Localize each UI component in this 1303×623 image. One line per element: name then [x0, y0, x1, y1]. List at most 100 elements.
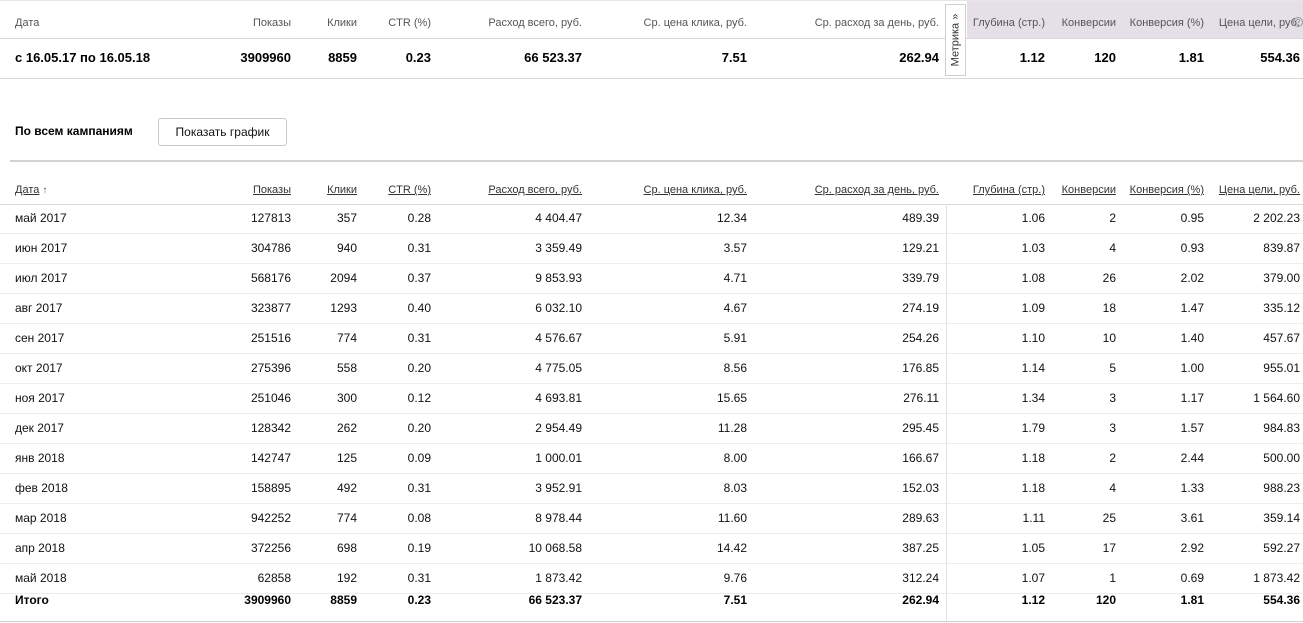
- detail-table-top-divider: [10, 160, 1303, 162]
- cell-goal-price: 379.00: [1263, 271, 1300, 285]
- cell-clicks: 558: [336, 361, 357, 375]
- cell-ctr: 0.09: [407, 451, 431, 465]
- cell-daily: 289.63: [902, 511, 939, 525]
- cell-spend: 8 978.44: [535, 511, 582, 525]
- summary-header-row: Дата Показы Клики CTR (%) Расход всего, …: [0, 0, 1303, 39]
- detail-header-depth[interactable]: Глубина (стр.): [972, 184, 1045, 196]
- cell-clicks: 2094: [330, 271, 357, 285]
- cell-daily: 276.11: [903, 391, 939, 405]
- metrika-toggle-tab[interactable]: Метрика »: [945, 4, 966, 76]
- detail-header-cpc[interactable]: Ср. цена клика, руб.: [643, 184, 747, 196]
- cell-goal-price: 359.14: [1263, 511, 1300, 525]
- cell-conversions: 5: [1109, 361, 1116, 375]
- cell-date: июл 2017: [15, 271, 68, 285]
- cell-spend: 4 693.81: [535, 391, 582, 405]
- cell-clicks: 492: [336, 481, 357, 495]
- question-icon[interactable]: ?: [1293, 17, 1303, 27]
- table-row: ноя 2017 251046 300 0.12 4 693.81 15.65 276.11…: [0, 384, 1303, 414]
- cell-date: апр 2018: [15, 541, 65, 555]
- summary-goal-price: 554.36: [1260, 50, 1300, 65]
- cell-spend: 1 000.01: [535, 451, 582, 465]
- cell-cpc: 5.91: [723, 331, 747, 345]
- cell-clicks: 125: [336, 451, 357, 465]
- summary-clicks: 8859: [328, 50, 357, 65]
- cell-ctr: 0.20: [407, 361, 431, 375]
- detail-header-impressions[interactable]: Показы: [252, 184, 291, 196]
- cell-conversions: 2: [1109, 451, 1116, 465]
- summary-daily: 262.94: [899, 50, 939, 65]
- cell-conversions: 17: [1102, 541, 1116, 555]
- cell-cpc: 4.67: [723, 301, 747, 315]
- summary-header-daily: Ср. расход за день, руб.: [814, 17, 939, 29]
- cell-impressions: 568176: [250, 271, 291, 285]
- total-impressions: 3909960: [244, 593, 291, 607]
- cell-cpc: 8.56: [723, 361, 747, 375]
- cell-impressions: 942252: [250, 511, 291, 525]
- detail-header-conv-rate[interactable]: Конверсия (%): [1129, 184, 1204, 196]
- cell-goal-price: 592.27: [1263, 541, 1300, 555]
- cell-impressions: 275396: [250, 361, 291, 375]
- cell-spend: 3 952.91: [535, 481, 582, 495]
- summary-cpc: 7.51: [721, 50, 747, 65]
- cell-goal-price: 988.23: [1263, 481, 1300, 495]
- cell-date: фев 2018: [15, 481, 68, 495]
- cell-depth: 1.11: [1022, 511, 1045, 525]
- cell-goal-price: 984.83: [1263, 421, 1300, 435]
- cell-cpc: 14.42: [716, 541, 747, 555]
- cell-depth: 1.06: [1021, 211, 1045, 225]
- cell-spend: 9 853.93: [535, 271, 582, 285]
- cell-conversions: 18: [1102, 301, 1116, 315]
- cell-ctr: 0.31: [407, 331, 431, 345]
- summary-conv-rate: 1.81: [1178, 50, 1204, 65]
- cell-conversions: 25: [1102, 511, 1116, 525]
- detail-header-conversions[interactable]: Конверсии: [1061, 184, 1116, 196]
- detail-header-spend[interactable]: Расход всего, руб.: [488, 184, 582, 196]
- total-spend: 66 523.37: [528, 593, 582, 607]
- cell-goal-price: 457.67: [1263, 331, 1300, 345]
- cell-date: мар 2018: [15, 511, 67, 525]
- table-row: мар 2018 942252 774 0.08 8 978.44 11.60 289.63…: [0, 504, 1303, 534]
- summary-header-conv-rate: Конверсия (%): [1129, 17, 1204, 29]
- summary-header-impressions: Показы: [252, 17, 291, 29]
- cell-spend: 2 954.49: [535, 421, 582, 435]
- total-row: Итого 3909960 8859 0.23 66 523.37 7.51 2…: [0, 582, 1303, 622]
- detail-header-date[interactable]: Дата ↑: [15, 162, 47, 219]
- cell-conversions: 3: [1109, 391, 1116, 405]
- summary-impressions: 3909960: [240, 50, 291, 65]
- detail-header-ctr[interactable]: CTR (%): [388, 184, 431, 196]
- cell-impressions: 127813: [250, 211, 291, 225]
- metrika-tab-label: Метрика »: [949, 13, 962, 67]
- cell-depth: 1.18: [1021, 481, 1045, 495]
- cell-conv-rate: 0.69: [1180, 571, 1204, 585]
- cell-goal-price: 500.00: [1263, 451, 1300, 465]
- cell-impressions: 323877: [250, 301, 291, 315]
- cell-depth: 1.07: [1021, 571, 1045, 585]
- table-row: май 2017 127813 357 0.28 4 404.47 12.34 489.39…: [0, 204, 1303, 234]
- cell-goal-price: 839.87: [1263, 241, 1300, 255]
- summary-header-cpc: Ср. цена клика, руб.: [643, 17, 747, 29]
- summary-header-date: Дата: [15, 17, 40, 29]
- summary-depth: 1.12: [1019, 50, 1045, 65]
- detail-header-clicks[interactable]: Клики: [327, 184, 357, 196]
- detail-table-body: май 2017 127813 357 0.28 4 404.47 12.34 489.39…: [0, 204, 1303, 594]
- show-chart-button[interactable]: Показать график: [158, 118, 287, 146]
- cell-clicks: 1293: [330, 301, 357, 315]
- cell-cpc: 12.34: [716, 211, 747, 225]
- cell-ctr: 0.12: [407, 391, 431, 405]
- detail-header-goal-price[interactable]: Цена цели, руб.: [1218, 184, 1300, 196]
- cell-daily: 387.25: [902, 541, 939, 555]
- detail-header-daily[interactable]: Ср. расход за день, руб.: [814, 184, 939, 196]
- summary-ctr: 0.23: [405, 50, 431, 65]
- cell-spend: 4 404.47: [535, 211, 582, 225]
- total-conversions: 120: [1095, 593, 1116, 607]
- sort-arrow-up-icon: ↑: [42, 185, 48, 196]
- table-row: сен 2017 251516 774 0.31 4 576.67 5.91 254.26 1…: [0, 324, 1303, 354]
- cell-conv-rate: 2.02: [1180, 271, 1204, 285]
- cell-clicks: 262: [336, 421, 357, 435]
- cell-goal-price: 1 873.42: [1253, 571, 1300, 585]
- cell-date: янв 2018: [15, 451, 65, 465]
- cell-daily: 274.19: [902, 301, 939, 315]
- cell-cpc: 4.71: [723, 271, 747, 285]
- detail-header-date-label: Дата: [15, 184, 40, 196]
- cell-daily: 129.21: [902, 241, 939, 255]
